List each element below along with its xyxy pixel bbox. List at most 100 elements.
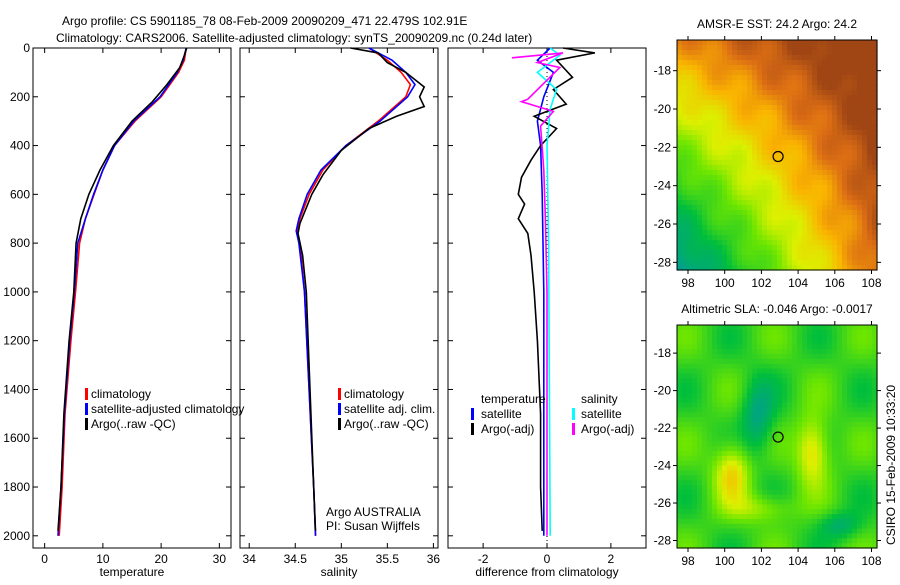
heatmap-cell [797,528,803,534]
heatmap-cell [842,145,848,151]
heatmap-cell [677,75,683,81]
heatmap-cell [822,499,828,505]
heatmap-cell [842,528,848,534]
heatmap-cell [827,460,833,467]
heatmap-cell [792,388,798,394]
heatmap-cell [857,523,863,530]
heatmap-cell [837,528,843,534]
heatmap-cell [797,215,803,221]
heatmap-cell [752,210,758,216]
heatmap-cell [842,150,848,156]
heatmap-cell [812,155,818,161]
heatmap-cell [797,412,803,418]
heatmap-cell [742,205,748,211]
heatmap-cell [792,95,798,101]
heatmap-cell [732,80,738,86]
heatmap-cell [732,105,738,111]
heatmap-cell [857,402,863,408]
heatmap-cell [802,475,808,481]
heatmap-cell [762,45,768,51]
heatmap-cell [857,110,863,116]
heatmap-cell [777,75,783,81]
heatmap-cell [732,358,738,365]
heatmap-cell [872,90,878,96]
heatmap-cell [767,499,773,505]
heatmap-cell [707,80,713,86]
heatmap-cell [712,40,718,46]
heatmap-cell [767,225,773,231]
heatmap-cell [722,95,728,101]
heatmap-cell [832,255,838,261]
heatmap-cell [722,250,728,256]
heatmap-cell [827,240,833,246]
heatmap-cell [812,402,818,408]
heatmap-cell [777,170,783,176]
x-tick-label: 36 [427,552,441,566]
heatmap-cell [727,528,733,534]
heatmap-cell [752,499,758,505]
heatmap-cell [767,170,773,176]
heatmap-cell [722,431,728,438]
heatmap-cell [747,358,753,365]
heatmap-cell [807,40,813,46]
heatmap-cell [682,150,688,156]
heatmap-cell [802,528,808,534]
heatmap-cell [727,383,733,389]
heatmap-cell [797,533,803,539]
heatmap-cell [857,125,863,131]
x-tick-label: 34 [243,552,257,566]
heatmap-cell [852,200,858,206]
heatmap-cell [797,120,803,126]
heatmap-cell [747,265,753,271]
heatmap-cell [737,90,743,96]
heatmap-cell [732,533,738,539]
heatmap-cell [847,255,853,261]
heatmap-cell [757,165,763,171]
heatmap-cell [752,115,758,121]
figure-title-line2: Climatology: CARS2006. Satellite-adjuste… [56,31,532,45]
heatmap-cell [837,205,843,211]
heatmap-cell [682,451,688,457]
heatmap-cell [822,40,828,46]
heatmap-cell [817,446,823,452]
heatmap-cell [847,402,853,408]
heatmap-cell [752,339,758,345]
heatmap-cell [747,50,753,56]
heatmap-cell [687,240,693,246]
heatmap-cell [797,358,803,365]
heatmap-cell [682,80,688,86]
heatmap-cell [787,155,793,161]
heatmap-cell [797,65,803,71]
heatmap-cell [727,397,733,404]
heatmap-cell [677,465,683,471]
heatmap-cell [822,489,828,496]
heatmap-cell [822,543,828,549]
heatmap-cell [807,125,813,131]
heatmap-cell [862,329,868,336]
heatmap-cell [762,489,768,496]
heatmap-cell [802,250,808,256]
heatmap-cell [867,205,873,211]
heatmap-cell [732,65,738,71]
heatmap-cell [717,397,723,404]
heatmap-cell [872,412,878,418]
heatmap-cell [722,349,728,355]
heatmap-cell [817,368,823,374]
heatmap-cell [702,40,708,46]
heatmap-cell [857,499,863,505]
heatmap-cell [742,504,748,510]
heatmap-cell [797,363,803,370]
heatmap-cell [727,230,733,236]
heatmap-cell [702,480,708,486]
heatmap-cell [732,397,738,404]
heatmap-cell [797,397,803,404]
heatmap-cell [677,504,683,510]
heatmap-cell [832,215,838,221]
heatmap-cell [777,460,783,467]
heatmap-cell [772,402,778,408]
heatmap-cell [782,60,788,66]
heatmap-cell [772,514,778,520]
heatmap-cell [707,392,713,399]
heatmap-cell [677,105,683,111]
heatmap-cell [742,110,748,116]
